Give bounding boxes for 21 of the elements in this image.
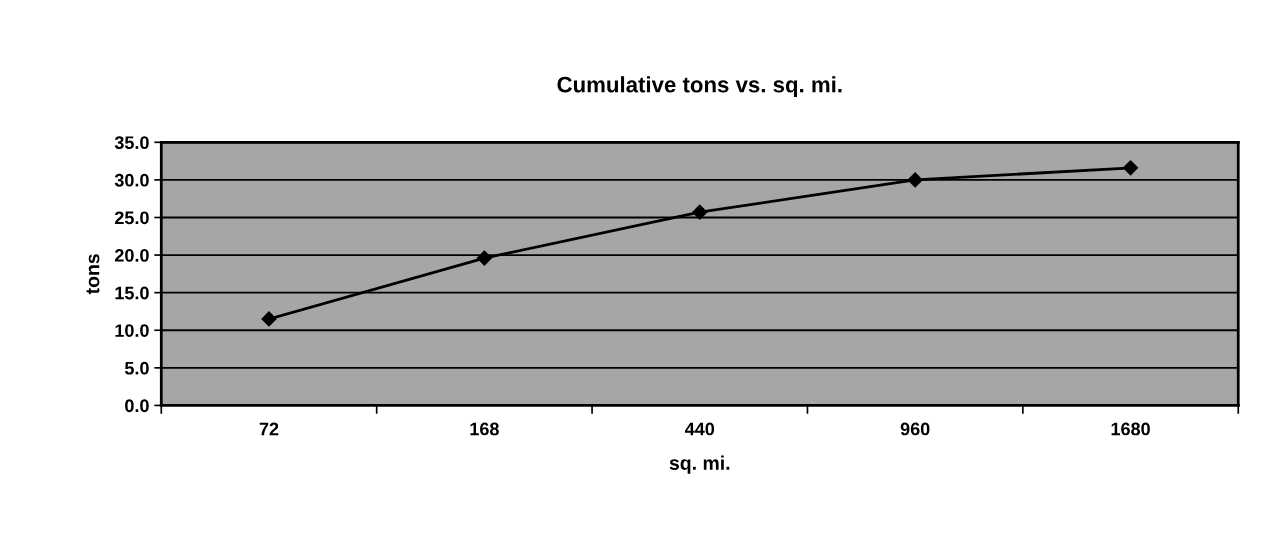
point <box>907 172 923 188</box>
point <box>1122 160 1139 176</box>
y-tick-label: 15.0 <box>115 286 149 300</box>
x-tick-label: 1680 <box>1111 422 1150 436</box>
point <box>692 204 708 220</box>
y-tick-label: 0.0 <box>125 399 149 413</box>
chart-title: Cumulative tons vs. sq. mi. <box>557 76 842 97</box>
y-tick-label: 30.0 <box>114 173 149 187</box>
y-tick-label: 5.0 <box>124 361 149 375</box>
y-axis-title: tons <box>86 254 100 295</box>
point <box>476 250 492 266</box>
x-axis-title: sq. mi. <box>669 455 730 474</box>
x-tick-label: 72 <box>259 422 279 436</box>
x-tick-label: 440 <box>684 422 715 436</box>
point <box>261 311 277 327</box>
y-tick-label: 25.0 <box>114 211 149 225</box>
y-tick-label: 10.0 <box>115 324 149 337</box>
x-tick-label: 960 <box>900 422 930 436</box>
y-tick-label: 35.0 <box>114 136 149 150</box>
x-tick-label: 168 <box>470 422 499 436</box>
y-tick-label: 20.0 <box>114 249 149 262</box>
